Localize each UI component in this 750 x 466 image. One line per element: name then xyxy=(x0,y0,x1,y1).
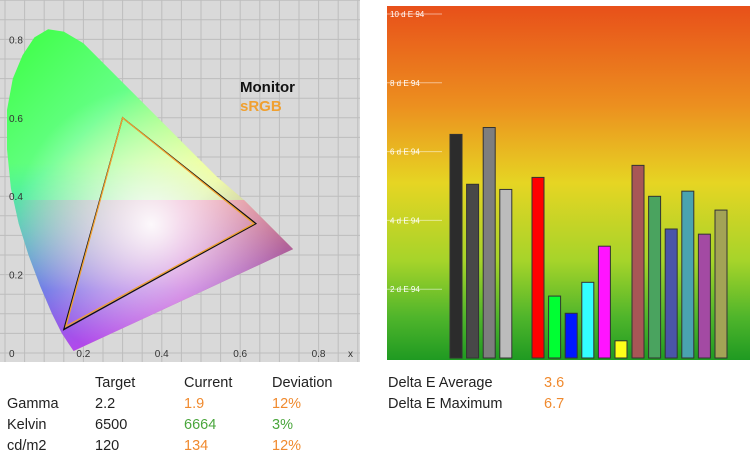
delta-e-bar xyxy=(631,164,645,359)
delta-e-bar-chart: 10 d E 94 8 d E 94 6 d E 94 4 d E 94 2 d E 9… xyxy=(387,6,750,360)
header-current: Current xyxy=(184,375,233,391)
bar-chart-background xyxy=(387,6,750,360)
bar-y-tick-label: 8 d E 94 xyxy=(390,79,420,88)
cie-x-tick: 0.8 xyxy=(312,349,326,360)
row-brightness-deviation: 12% xyxy=(272,438,302,454)
legend-srgb: sRGB xyxy=(240,98,282,115)
header-deviation: Deviation xyxy=(272,375,333,391)
delta-e-bar xyxy=(531,176,545,359)
calibration-table: Target Current Deviation Gamma 2.2 1.9 1… xyxy=(0,374,380,464)
delta-e-bar xyxy=(581,281,595,359)
row-brightness-target: 120 xyxy=(95,438,120,454)
delta-e-bar xyxy=(499,188,513,359)
gamut-triangle-srgb xyxy=(64,116,256,328)
bar-y-tick-label: 10 d E 94 xyxy=(390,10,425,19)
delta-e-bar xyxy=(564,312,578,359)
row-kelvin-deviation: 3% xyxy=(272,417,293,433)
row-kelvin-label: Kelvin xyxy=(7,417,47,433)
delta-e-bar xyxy=(466,183,480,359)
cie-x-tick: 0.4 xyxy=(155,349,169,360)
cie-x-tick: 0.6 xyxy=(233,349,247,360)
cie-y-tick: 0.4 xyxy=(9,192,23,203)
delta-e-bar xyxy=(449,133,463,359)
row-kelvin-target: 6500 xyxy=(95,417,128,433)
delta-e-average-value: 3.6 xyxy=(544,375,565,391)
cie-origin-label: 0 xyxy=(9,349,15,360)
delta-e-bar xyxy=(597,245,611,359)
delta-e-bar xyxy=(697,233,711,359)
header-target: Target xyxy=(95,375,136,391)
delta-e-average-label: Delta E Average xyxy=(388,375,493,391)
legend-monitor: Monitor xyxy=(240,79,295,96)
row-gamma-label: Gamma xyxy=(7,396,59,412)
cie-chromaticity-chart: 0.2 0.4 0.6 0.8 0.8 0.6 0.4 0.2 0 x Monitor sRGB xyxy=(0,0,360,362)
delta-e-bar xyxy=(548,295,562,359)
delta-e-bar xyxy=(664,228,678,359)
delta-e-bar xyxy=(714,209,728,359)
row-brightness-current: 134 xyxy=(184,438,209,454)
delta-e-maximum-label: Delta E Maximum xyxy=(388,396,503,412)
delta-e-summary: Delta E Average 3.6 Delta E Maximum 6.7 xyxy=(387,374,687,424)
cie-x-tick: 0.2 xyxy=(76,349,90,360)
bar-y-tick-label: 2 d E 94 xyxy=(390,285,420,294)
delta-e-maximum-value: 6.7 xyxy=(544,396,565,412)
row-gamma-current: 1.9 xyxy=(184,396,205,412)
cie-x-axis-label: x xyxy=(348,349,353,360)
row-gamma-deviation: 12% xyxy=(272,396,302,412)
bar-y-tick-label: 4 d E 94 xyxy=(390,216,420,225)
delta-e-bar xyxy=(648,195,662,359)
cie-y-tick: 0.2 xyxy=(9,271,23,282)
delta-e-bar xyxy=(482,127,496,359)
row-gamma-target: 2.2 xyxy=(95,396,116,412)
cie-y-tick: 0.6 xyxy=(9,114,23,125)
cie-y-tick: 0.8 xyxy=(9,35,23,46)
row-brightness-label: cd/m2 xyxy=(7,438,47,454)
delta-e-bar xyxy=(681,190,695,359)
row-kelvin-current: 6664 xyxy=(184,417,217,433)
delta-e-bar xyxy=(614,340,628,359)
bar-y-tick-label: 6 d E 94 xyxy=(390,148,420,157)
